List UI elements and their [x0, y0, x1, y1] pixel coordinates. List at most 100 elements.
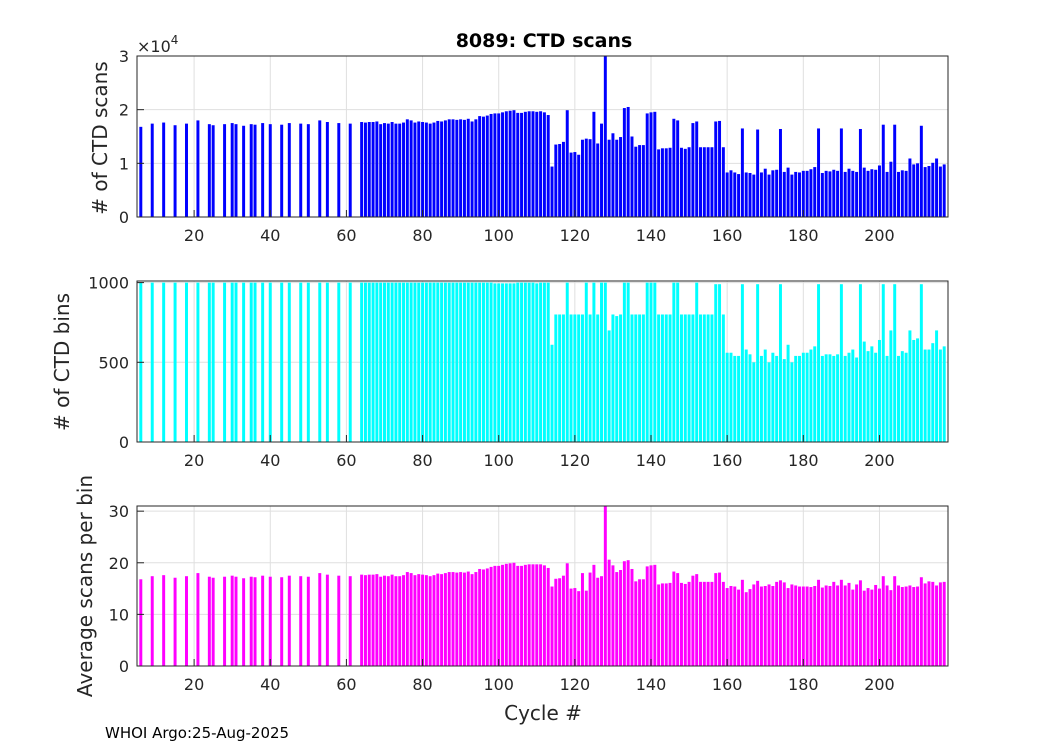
panel-scans-bar	[607, 139, 611, 217]
panel-bins-bar	[817, 284, 821, 442]
panel-bins-bar	[778, 284, 782, 442]
panel-scans-bar	[851, 170, 855, 217]
panel-scans-bar	[287, 123, 291, 217]
panel-bins-bar	[942, 346, 946, 442]
panel-bins-bar	[223, 282, 227, 442]
panel-avg-bar	[756, 580, 760, 666]
panel-avg-bar	[539, 564, 543, 666]
panel-bins-bar	[162, 282, 166, 442]
panel-scans-bar	[367, 122, 371, 217]
panel-avg-bar	[360, 574, 364, 666]
panel-bins-xtick-label: 60	[336, 451, 356, 470]
panel-scans-bar	[139, 126, 143, 217]
panel-bins-bar	[318, 282, 322, 442]
panel-scans-bar	[348, 123, 352, 217]
panel-avg-bar	[371, 574, 375, 666]
panel-bins-bar	[763, 349, 767, 442]
panel-bins-bar	[379, 282, 383, 442]
panel-scans-bar	[843, 171, 847, 217]
panel-avg-bar	[512, 562, 516, 666]
panel-bins-bar	[261, 282, 265, 442]
panel-avg-bar	[798, 586, 801, 666]
panel-scans-bar	[207, 124, 211, 217]
panel-avg-bar	[253, 577, 257, 666]
panel-avg-bar	[851, 589, 855, 666]
panel-scans-bar	[817, 128, 821, 217]
panel-avg-bar	[759, 586, 763, 666]
panel-bins-bar	[828, 354, 832, 442]
panel-bins-bar	[912, 339, 916, 442]
panel-bins-bar	[337, 282, 341, 442]
panel-scans-bar	[470, 121, 474, 217]
panel-avg-bar	[828, 586, 832, 666]
panel-avg-bar	[478, 568, 482, 666]
panel-avg-bar	[497, 565, 501, 666]
panel-avg-bar	[893, 576, 897, 666]
panel-bins-bar	[462, 282, 466, 442]
panel-avg-bar	[489, 566, 493, 666]
panel-scans-bar	[162, 122, 166, 217]
panel-bins-bar	[402, 282, 406, 442]
panel-avg-bar	[771, 586, 775, 666]
panel-scans-bar	[383, 123, 386, 217]
panel-bins-bar	[721, 314, 725, 442]
panel-bins-bar	[653, 282, 657, 442]
panel-scans-bar	[938, 166, 942, 217]
panel-scans-bar	[527, 111, 531, 217]
panel-avg-bar	[843, 585, 847, 666]
panel-avg-bar	[207, 576, 211, 666]
panel-bins-bar	[360, 282, 364, 442]
panel-bins-bar	[421, 282, 425, 442]
panel-avg-bar	[805, 586, 809, 666]
panel-avg-xtick-label: 60	[336, 675, 356, 694]
panel-scans-bar	[459, 119, 463, 217]
panel-bins-bar	[428, 282, 432, 442]
panel-bins-ytick-label: 0	[119, 433, 129, 452]
panel-avg-bar	[839, 579, 843, 666]
panel-scans-exponent: ×104	[137, 33, 178, 56]
panel-scans-bar	[752, 174, 756, 217]
panel-bins-bar	[908, 330, 912, 442]
panel-bins-bar	[676, 282, 680, 442]
panel-scans-bar	[897, 171, 900, 217]
panel-avg-bar	[927, 581, 931, 666]
panel-scans-bar	[440, 121, 444, 217]
panel-avg-ytick-label: 0	[119, 657, 129, 676]
panel-bins-bar	[306, 282, 310, 442]
panel-scans-bar	[683, 148, 687, 217]
panel-scans-bar	[931, 162, 935, 217]
panel-bins-bar	[851, 349, 855, 442]
panel-bins-bar	[150, 282, 154, 442]
panel-avg-bar	[817, 579, 821, 666]
panel-bins-bar	[577, 314, 581, 442]
panel-scans-bar	[421, 122, 425, 217]
panel-bins-bar	[938, 349, 942, 442]
panel-avg-bar	[234, 576, 238, 666]
panel-bins-bar	[569, 314, 573, 442]
panel-avg-bar	[577, 591, 581, 666]
panel-bins-bar	[767, 362, 771, 442]
panel-scans-bar	[855, 171, 859, 217]
panel-scans-ytick-label: 0	[119, 208, 129, 227]
panel-bins-bar	[348, 282, 352, 442]
panel-avg-bar	[824, 585, 828, 666]
panel-avg-bar	[676, 573, 680, 666]
panel-avg-bar	[485, 568, 489, 666]
panel-avg-bar	[809, 587, 813, 666]
panel-scans-xtick-label: 100	[483, 226, 514, 245]
panel-bins-bar	[459, 282, 463, 442]
panel-scans-bar	[573, 152, 577, 217]
panel-scans-bar	[832, 169, 836, 217]
panel-scans-bar	[935, 158, 939, 217]
panel-avg-bar	[546, 567, 550, 666]
panel-scans-bar	[813, 167, 817, 217]
panel-scans-bar	[474, 119, 478, 217]
panel-scans-bar	[737, 174, 741, 217]
panel-scans-bar	[550, 166, 554, 217]
panel-bins-bar	[691, 314, 695, 442]
panel-avg-bar	[733, 586, 737, 666]
panel-avg-bar	[794, 585, 798, 666]
panel-avg-bar	[261, 575, 265, 666]
panel-scans-bar	[611, 133, 615, 217]
panel-avg-bar	[672, 571, 676, 666]
